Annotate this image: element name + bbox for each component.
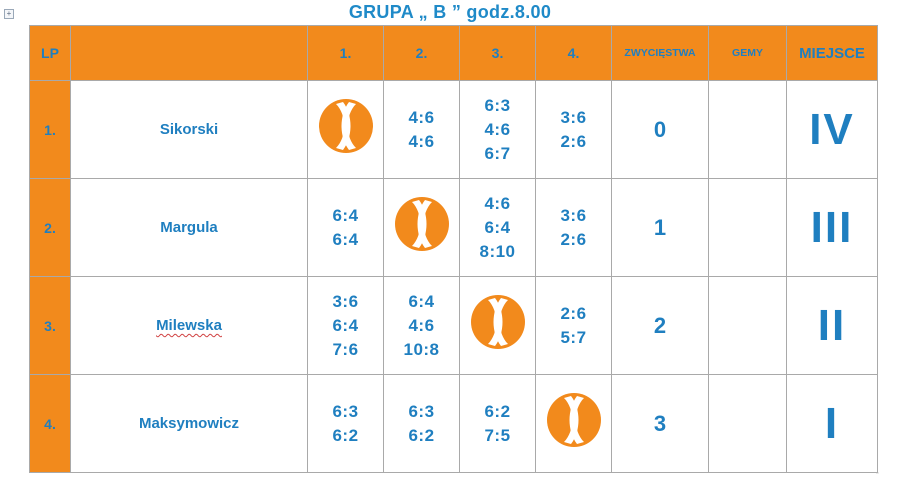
table-row: 3. Milewska 3:6 6:4 7:6 6:4 4:6 10:8 2:6 5:7 2 II xyxy=(29,276,878,375)
table-row: 4. Maksymowicz 6:3 6:2 6:3 6:2 6:2 7:5 3 I xyxy=(29,374,878,473)
tennis-ball-icon xyxy=(318,99,373,153)
set-score: 6:4 xyxy=(332,205,359,225)
games-count xyxy=(708,178,787,277)
header-games: GEMY xyxy=(708,25,787,81)
set-score: 6:3 xyxy=(332,401,359,421)
set-score: 2:6 xyxy=(560,229,587,249)
set-score: 7:6 xyxy=(332,339,359,359)
page-title: GRUPA „ B ” godz.8.00 xyxy=(348,2,552,22)
games-count xyxy=(708,80,787,179)
player-name: Maksymowicz xyxy=(70,374,308,473)
header-lp: LP xyxy=(29,25,71,81)
score-cell-1: 6:3 6:2 xyxy=(307,374,384,473)
score-cell-3: 6:2 7:5 xyxy=(459,374,536,473)
set-score: 8:10 xyxy=(479,241,516,261)
wins-count: 1 xyxy=(611,178,709,277)
score-cell-4: 3:6 2:6 xyxy=(535,178,612,277)
header-wins: ZWYCIĘSTWA xyxy=(611,25,709,81)
score-cell-1 xyxy=(307,80,384,179)
set-score: 4:6 xyxy=(484,119,511,139)
wins-count: 2 xyxy=(611,276,709,375)
score-cell-2: 4:6 4:6 xyxy=(383,80,460,179)
player-name: Milewska xyxy=(70,276,308,375)
player-name-text: Maksymowicz xyxy=(138,415,240,432)
wins-count: 0 xyxy=(611,80,709,179)
set-score: 2:6 xyxy=(560,131,587,151)
score-cell-2: 6:4 4:6 10:8 xyxy=(383,276,460,375)
score-cell-3: 6:3 4:6 6:7 xyxy=(459,80,536,179)
header-row: LP 1. 2. 3. 4. ZWYCIĘSTWA GEMY MIEJSCE xyxy=(29,25,878,81)
player-name-text: Milewska xyxy=(156,317,222,334)
player-name-text: Margula xyxy=(160,219,218,236)
final-place: I xyxy=(786,374,878,473)
set-score: 4:6 xyxy=(408,315,435,335)
header-col-2: 2. xyxy=(383,25,460,81)
set-score: 4:6 xyxy=(408,131,435,151)
row-number: 3. xyxy=(29,276,71,375)
set-score: 3:6 xyxy=(332,291,359,311)
set-score: 6:2 xyxy=(408,425,435,445)
header-col-4: 4. xyxy=(535,25,612,81)
results-table: LP 1. 2. 3. 4. ZWYCIĘSTWA GEMY MIEJSCE 1… xyxy=(29,25,878,473)
table-move-handle[interactable]: + xyxy=(4,9,14,19)
set-score: 6:3 xyxy=(408,401,435,421)
set-score: 4:6 xyxy=(484,193,511,213)
set-score: 10:8 xyxy=(403,339,440,359)
header-name xyxy=(70,25,308,81)
table-resize-handle[interactable]: ▫ xyxy=(876,470,879,477)
set-score: 6:4 xyxy=(484,217,511,237)
set-score: 6:2 xyxy=(332,425,359,445)
final-place: IV xyxy=(786,80,878,179)
row-number: 4. xyxy=(29,374,71,473)
tennis-ball-icon xyxy=(470,295,525,349)
score-cell-2 xyxy=(383,178,460,277)
score-cell-4: 3:6 2:6 xyxy=(535,80,612,179)
set-score: 5:7 xyxy=(560,327,587,347)
set-score: 3:6 xyxy=(560,107,587,127)
set-score: 6:4 xyxy=(408,291,435,311)
set-score: 7:5 xyxy=(484,425,511,445)
final-place: II xyxy=(786,276,878,375)
set-score: 6:4 xyxy=(332,315,359,335)
table-row: 1. Sikorski 4:6 4:6 6:3 4:6 6:7 3:6 2:6 0 IV xyxy=(29,80,878,179)
tennis-ball-icon xyxy=(546,393,601,447)
set-score: 6:3 xyxy=(484,95,511,115)
set-score: 4:6 xyxy=(408,107,435,127)
set-score: 3:6 xyxy=(560,205,587,225)
header-col-3: 3. xyxy=(459,25,536,81)
tennis-ball-icon xyxy=(394,197,449,251)
player-name: Margula xyxy=(70,178,308,277)
player-name-text: Sikorski xyxy=(159,121,219,138)
player-name: Sikorski xyxy=(70,80,308,179)
wins-count: 3 xyxy=(611,374,709,473)
score-cell-3: 4:6 6:4 8:10 xyxy=(459,178,536,277)
row-number: 2. xyxy=(29,178,71,277)
set-score: 6:4 xyxy=(332,229,359,249)
score-cell-4: 2:6 5:7 xyxy=(535,276,612,375)
final-place: III xyxy=(786,178,878,277)
score-cell-4 xyxy=(535,374,612,473)
games-count xyxy=(708,276,787,375)
header-col-1: 1. xyxy=(307,25,384,81)
games-count xyxy=(708,374,787,473)
score-cell-3 xyxy=(459,276,536,375)
score-cell-2: 6:3 6:2 xyxy=(383,374,460,473)
set-score: 2:6 xyxy=(560,303,587,323)
row-number: 1. xyxy=(29,80,71,179)
header-place: MIEJSCE xyxy=(786,25,878,81)
set-score: 6:2 xyxy=(484,401,511,421)
score-cell-1: 3:6 6:4 7:6 xyxy=(307,276,384,375)
table-row: 2. Margula 6:4 6:4 4:6 6:4 8:10 3:6 2:6 1 III xyxy=(29,178,878,277)
set-score: 6:7 xyxy=(484,143,511,163)
score-cell-1: 6:4 6:4 xyxy=(307,178,384,277)
